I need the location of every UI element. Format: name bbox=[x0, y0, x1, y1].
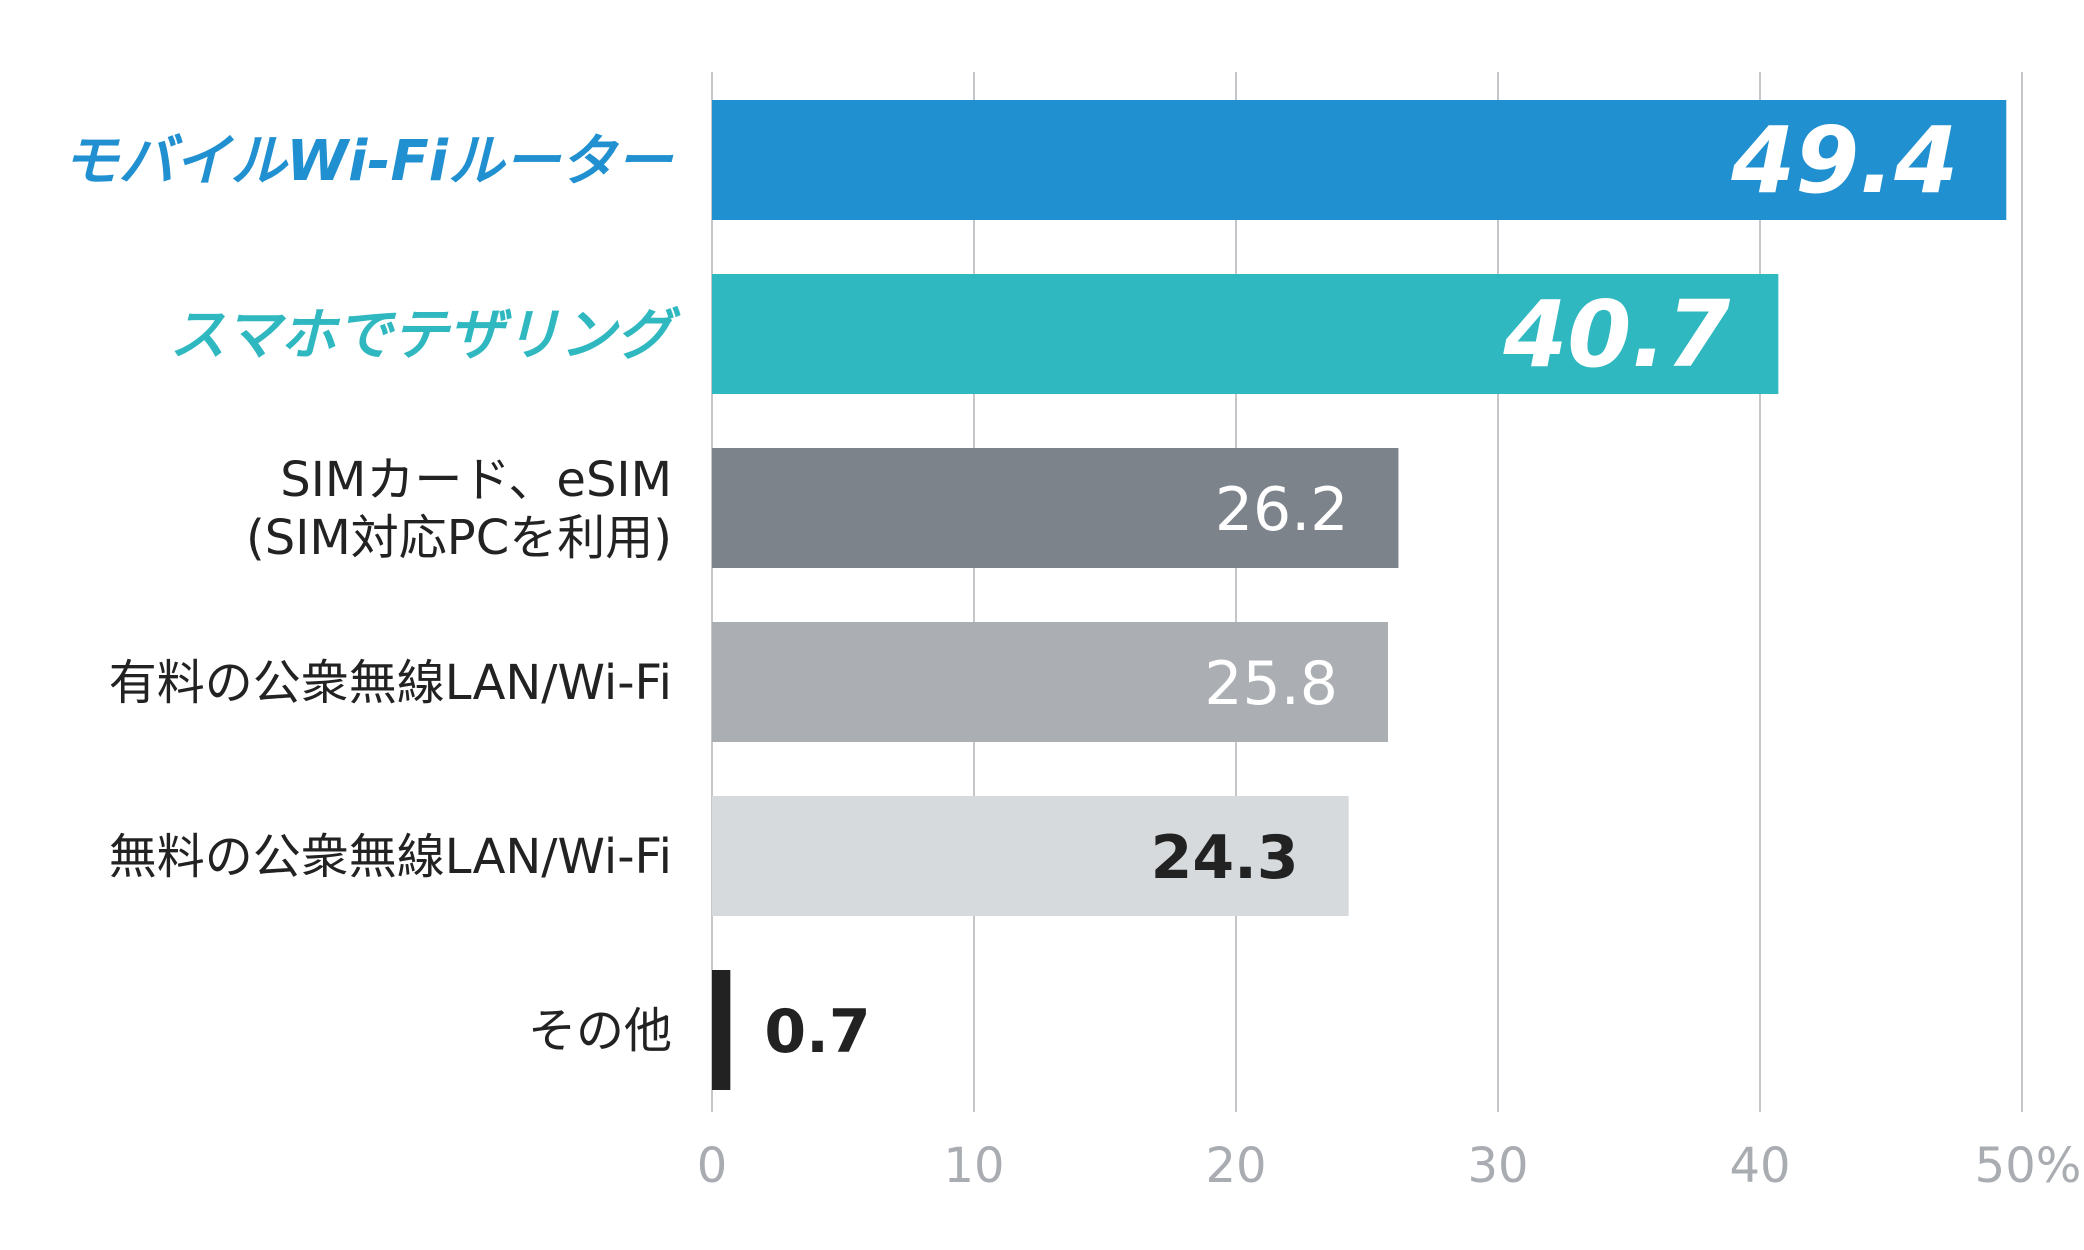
bar bbox=[712, 970, 731, 1090]
x-tick-label: 0 bbox=[697, 1138, 728, 1194]
value-label: 49.4 bbox=[1730, 107, 1958, 214]
category-label: 有料の公衆無線LAN/Wi-Fi bbox=[109, 655, 672, 711]
bar bbox=[712, 100, 2007, 220]
value-label: 40.7 bbox=[1502, 281, 1730, 388]
value-label: 26.2 bbox=[1215, 475, 1349, 545]
category-label: スマホでテザリング bbox=[170, 303, 681, 368]
x-tick-label: 20 bbox=[1205, 1138, 1266, 1194]
x-tick-label: 30 bbox=[1467, 1138, 1528, 1194]
category-label: 無料の公衆無線LAN/Wi-Fi bbox=[109, 829, 672, 885]
category-label: SIMカード、eSIM (SIM対応PCを利用) bbox=[246, 452, 672, 566]
category-label: その他 bbox=[528, 1003, 672, 1059]
x-tick-label: 40 bbox=[1729, 1138, 1790, 1194]
x-tick-label: 50% bbox=[1975, 1138, 2082, 1194]
value-label: 24.3 bbox=[1151, 823, 1299, 893]
value-label: 0.7 bbox=[764, 997, 870, 1067]
bar bbox=[712, 448, 1399, 568]
category-label: モバイルWi-Fiルーター bbox=[62, 129, 674, 194]
value-label: 25.8 bbox=[1204, 649, 1338, 719]
x-tick-label: 10 bbox=[943, 1138, 1004, 1194]
bar bbox=[712, 622, 1388, 742]
bar bbox=[712, 796, 1349, 916]
bar bbox=[712, 274, 1779, 394]
